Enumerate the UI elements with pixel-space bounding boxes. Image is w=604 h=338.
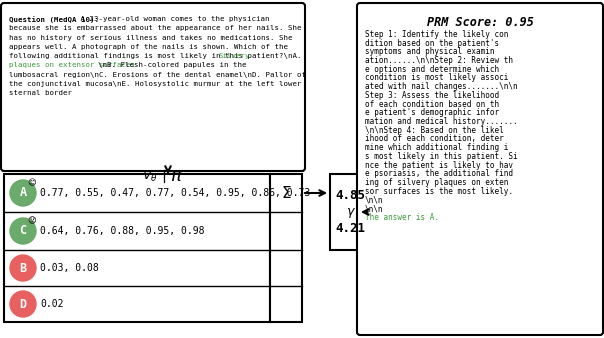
Text: s most likely in this patient. Si: s most likely in this patient. Si bbox=[365, 152, 518, 161]
Text: ation......\n\nStep 2: Review th: ation......\n\nStep 2: Review th bbox=[365, 56, 513, 65]
Text: C: C bbox=[19, 224, 27, 238]
Text: D: D bbox=[19, 297, 27, 311]
Text: appears well. A photograph of the nails is shown. Which of the: appears well. A photograph of the nails … bbox=[9, 44, 288, 50]
Text: Question (MedQA 10):: Question (MedQA 10): bbox=[9, 16, 103, 23]
Text: symptoms and physical examin: symptoms and physical examin bbox=[365, 47, 495, 56]
Text: 4.21: 4.21 bbox=[335, 222, 365, 235]
Text: 0.64, 0.76, 0.88, 0.95, 0.98: 0.64, 0.76, 0.88, 0.95, 0.98 bbox=[40, 226, 205, 236]
Text: \n\nStep 4: Based on the likel: \n\nStep 4: Based on the likel bbox=[365, 126, 504, 135]
Text: $\pi$: $\pi$ bbox=[170, 167, 184, 185]
Text: \n\n: \n\n bbox=[365, 204, 384, 213]
Text: ated with nail changes.......\n\n: ated with nail changes.......\n\n bbox=[365, 82, 518, 91]
Text: mation and medical history.......: mation and medical history....... bbox=[365, 117, 518, 126]
Text: PRM Score: 0.95: PRM Score: 0.95 bbox=[426, 16, 533, 29]
Text: sternal border: sternal border bbox=[9, 90, 72, 96]
Text: 0.77, 0.55, 0.47, 0.77, 0.54, 0.95, 0.86, 0.73: 0.77, 0.55, 0.47, 0.77, 0.54, 0.95, 0.86… bbox=[40, 188, 310, 198]
Text: $\Sigma$: $\Sigma$ bbox=[281, 185, 291, 201]
Bar bbox=[270, 174, 302, 322]
Text: has no history of serious illness and takes no medications. She: has no history of serious illness and ta… bbox=[9, 34, 292, 41]
Text: 4.85: 4.85 bbox=[335, 189, 365, 202]
Text: 0.03, 0.08: 0.03, 0.08 bbox=[40, 263, 98, 273]
Text: e options and determine which: e options and determine which bbox=[365, 65, 499, 74]
Text: The answer is A.: The answer is A. bbox=[365, 213, 439, 222]
Text: following additional findings is most likely in this patient?\nA.: following additional findings is most li… bbox=[9, 53, 306, 59]
Bar bbox=[4, 174, 270, 322]
Text: lumbosacral region\nC. Erosions of the dental enamel\nD. Pallor of: lumbosacral region\nC. Erosions of the d… bbox=[9, 72, 306, 78]
Text: e psoriasis, the additional find: e psoriasis, the additional find bbox=[365, 169, 513, 178]
Circle shape bbox=[10, 255, 36, 281]
Circle shape bbox=[10, 180, 36, 206]
Text: 0.02: 0.02 bbox=[40, 299, 63, 309]
Text: γ: γ bbox=[346, 206, 354, 218]
Text: A: A bbox=[19, 187, 27, 199]
Text: Step 1: Identify the likely con: Step 1: Identify the likely con bbox=[365, 30, 509, 39]
Text: B: B bbox=[19, 262, 27, 274]
Circle shape bbox=[10, 291, 36, 317]
Text: because she is embarrassed about the appearance of her nails. She: because she is embarrassed about the app… bbox=[9, 25, 301, 31]
Text: e patient's demographic infor: e patient's demographic infor bbox=[365, 108, 499, 117]
Text: ing of silvery plaques on exten: ing of silvery plaques on exten bbox=[365, 178, 509, 187]
FancyBboxPatch shape bbox=[357, 3, 603, 335]
Text: mine which additional finding i: mine which additional finding i bbox=[365, 143, 509, 152]
Text: 😊: 😊 bbox=[28, 178, 36, 188]
Bar bbox=[330, 174, 370, 250]
Text: nce the patient is likely to hav: nce the patient is likely to hav bbox=[365, 161, 513, 169]
Text: Step 3: Assess the likelihood: Step 3: Assess the likelihood bbox=[365, 91, 499, 100]
Text: $V_\theta$: $V_\theta$ bbox=[142, 168, 158, 184]
Text: dition based on the patient's: dition based on the patient's bbox=[365, 39, 499, 48]
Text: of each condition based on th: of each condition based on th bbox=[365, 100, 499, 108]
Text: \nB. Flesh-colored papules in the: \nB. Flesh-colored papules in the bbox=[98, 63, 246, 69]
Text: \n\n: \n\n bbox=[365, 195, 384, 204]
Text: A 23-year-old woman comes to the physician: A 23-year-old woman comes to the physici… bbox=[76, 16, 269, 22]
Text: ihood of each condition, deter: ihood of each condition, deter bbox=[365, 135, 504, 143]
Text: sor surfaces is the most likely.: sor surfaces is the most likely. bbox=[365, 187, 513, 196]
Circle shape bbox=[10, 218, 36, 244]
Text: the conjunctival mucosa\nE. Holosystolic murmur at the left lower: the conjunctival mucosa\nE. Holosystolic… bbox=[9, 81, 301, 87]
Text: condition is most likely associ: condition is most likely associ bbox=[365, 73, 509, 82]
FancyBboxPatch shape bbox=[1, 3, 305, 171]
Text: 😟: 😟 bbox=[28, 217, 36, 225]
Text: Silvery: Silvery bbox=[219, 53, 251, 59]
Text: plaques on extensor surfaces: plaques on extensor surfaces bbox=[9, 63, 135, 69]
